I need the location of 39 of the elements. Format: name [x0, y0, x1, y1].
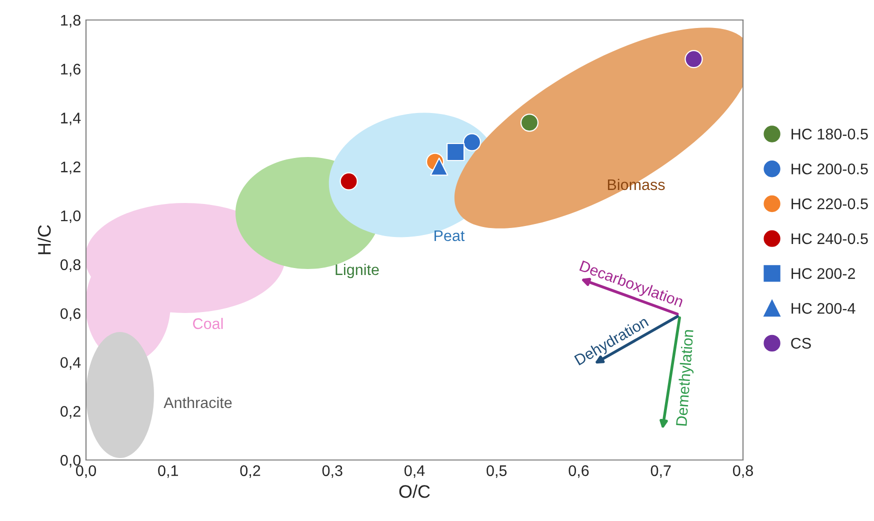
- y-tick-label: 0,6: [60, 308, 80, 321]
- point: [340, 172, 358, 190]
- y-tick-label: 0,8: [60, 259, 80, 272]
- point: [462, 133, 482, 152]
- x-tick-label: 0,1: [158, 465, 178, 478]
- point: [430, 158, 448, 176]
- x-tick-label: 0,8: [732, 465, 753, 478]
- annotation: Anthracite: [164, 396, 232, 408]
- x-tick-label: 0,4: [404, 465, 425, 478]
- point: [684, 50, 703, 68]
- y-tick-label: 1,8: [61, 14, 80, 28]
- x-tick-label: 0,0: [76, 465, 96, 478]
- y-tick-label: 0,2: [60, 406, 80, 419]
- y-tick-label: 1,4: [61, 112, 81, 126]
- x-tick-label: 0,5: [486, 465, 507, 478]
- y-axis-title: H/C: [38, 225, 51, 254]
- legend-label: HC 240-0.5: [792, 233, 868, 244]
- legend-label: HC 200-2: [792, 268, 855, 279]
- x-tick-label: 0,7: [650, 465, 671, 478]
- x-tick-label: 0,6: [568, 465, 589, 478]
- legend-label: HC 200-4: [792, 303, 856, 314]
- x-tick-label: 0,3: [322, 465, 342, 478]
- y-tick-label: 1,2: [61, 162, 80, 174]
- legend-label: HC 200-0.5: [792, 164, 868, 174]
- annotation: Coal: [193, 318, 223, 330]
- x-axis-title: O/C: [399, 484, 430, 498]
- y-tick-label: 1,0: [61, 210, 81, 224]
- point: [446, 142, 465, 162]
- annotation: Demethylation: [676, 330, 696, 426]
- annotation: Peat: [434, 230, 465, 242]
- y-tick-label: 0,0: [60, 454, 81, 468]
- annotation: Lignite: [336, 264, 379, 278]
- x-tick-label: 0,2: [240, 465, 260, 478]
- point: [520, 114, 539, 132]
- y-tick-label: 1,6: [61, 64, 80, 76]
- legend-label: HC 220-0.5: [792, 198, 868, 210]
- legend-label: HC 180-0.5: [792, 128, 868, 140]
- y-tick-label: 0,4: [60, 357, 81, 370]
- legend-label: CS: [791, 338, 811, 349]
